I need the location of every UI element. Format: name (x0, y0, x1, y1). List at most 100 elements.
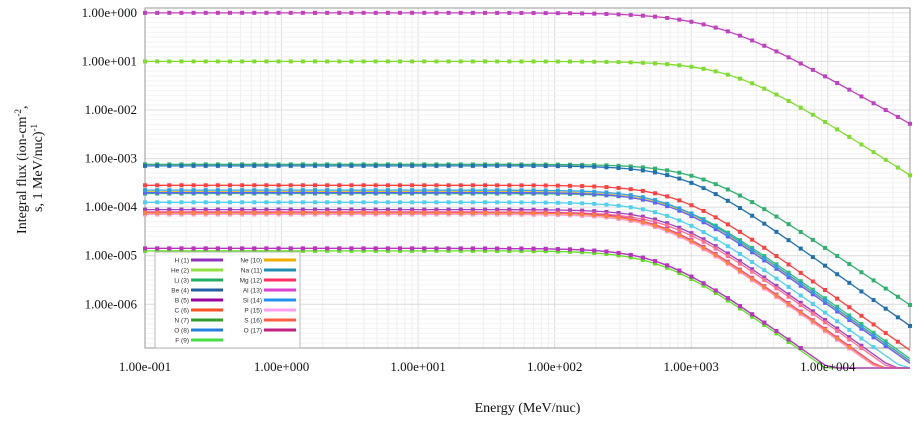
data-point (240, 188, 245, 193)
data-point (823, 245, 827, 250)
data-point (422, 183, 427, 188)
data-point (738, 229, 742, 234)
data-point (871, 101, 876, 106)
data-point (228, 190, 232, 195)
data-point (810, 309, 815, 314)
data-point (228, 59, 232, 64)
data-point (325, 207, 330, 212)
data-point (750, 213, 755, 218)
data-point (458, 207, 463, 212)
data-point (228, 163, 232, 168)
data-point (592, 209, 597, 214)
data-point (665, 265, 670, 270)
data-point (580, 191, 585, 196)
data-point (738, 306, 742, 311)
data-point (762, 43, 767, 48)
legend-label: B (5) (175, 298, 189, 305)
data-point (701, 281, 706, 286)
data-point (543, 11, 548, 16)
data-point (264, 190, 269, 195)
series-line (145, 189, 911, 362)
data-point (555, 188, 560, 193)
data-point (252, 248, 257, 253)
data-point (823, 263, 827, 268)
data-point (228, 10, 232, 15)
data-point (750, 237, 755, 242)
data-point (665, 173, 670, 178)
data-point (288, 190, 293, 195)
data-point (203, 10, 208, 15)
data-point (215, 246, 220, 251)
data-point (701, 22, 706, 27)
data-point (385, 10, 390, 15)
data-point (908, 121, 912, 126)
data-point (689, 180, 694, 185)
data-point (458, 246, 463, 251)
data-point (604, 202, 609, 207)
data-point (701, 217, 706, 222)
data-point (434, 190, 439, 195)
series-be-4 (143, 163, 912, 328)
legend-label: N (7) (175, 318, 189, 325)
data-point (264, 10, 269, 15)
data-point (640, 220, 645, 225)
data-point (859, 94, 864, 99)
data-point (167, 246, 172, 251)
data-point (616, 203, 621, 208)
data-point (434, 59, 439, 64)
data-point (519, 188, 524, 193)
data-point (895, 339, 900, 344)
data-point (179, 248, 184, 253)
data-point (179, 10, 184, 15)
data-point (288, 183, 293, 188)
data-point (665, 263, 670, 268)
data-point (507, 248, 512, 253)
data-point (446, 183, 451, 188)
data-point (398, 207, 402, 212)
data-point (823, 310, 827, 315)
data-point (871, 345, 876, 350)
data-point (653, 261, 657, 266)
data-point (410, 246, 415, 251)
data-point (859, 343, 864, 348)
data-point (252, 190, 257, 195)
data-point (555, 249, 560, 254)
data-point (774, 286, 779, 291)
data-point (155, 200, 160, 205)
data-point (798, 105, 803, 110)
data-point (228, 207, 232, 212)
data-point (847, 344, 852, 349)
data-point (398, 210, 402, 215)
data-point (288, 207, 293, 212)
data-point (653, 191, 657, 196)
data-point (446, 200, 451, 205)
data-point (798, 310, 803, 315)
data-point (616, 163, 621, 168)
data-point (725, 198, 730, 203)
data-point (483, 190, 487, 195)
data-point (871, 298, 876, 303)
series-layer (143, 10, 912, 369)
data-point (276, 10, 281, 15)
data-point (835, 328, 840, 333)
data-point (325, 210, 330, 215)
data-point (422, 188, 427, 193)
data-point (410, 210, 415, 215)
y-tick-label: 1.00e-006 (85, 296, 138, 311)
data-point (701, 239, 706, 244)
data-point (519, 59, 524, 64)
data-point (543, 246, 548, 251)
data-point (385, 59, 390, 64)
data-point (155, 248, 160, 253)
data-point (143, 10, 147, 15)
data-point (640, 197, 645, 202)
data-point (774, 214, 779, 219)
series-line (145, 60, 911, 176)
data-point (835, 336, 840, 341)
data-point (653, 223, 657, 228)
data-point (750, 81, 755, 86)
data-point (264, 246, 269, 251)
data-point (337, 210, 342, 215)
data-point (762, 256, 767, 261)
